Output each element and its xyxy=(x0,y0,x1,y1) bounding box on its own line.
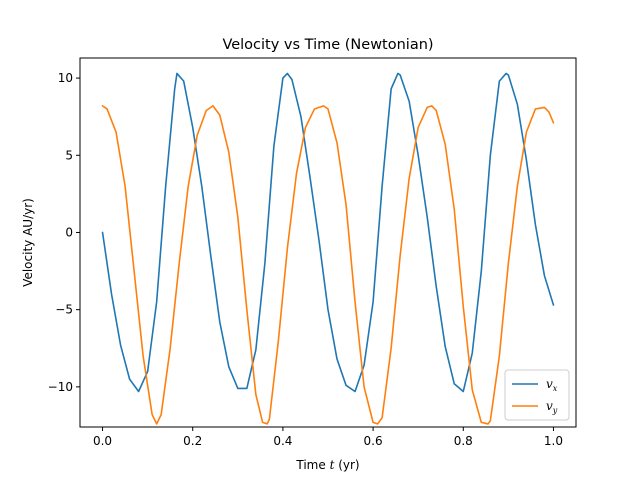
y-tick-label: 0 xyxy=(65,225,73,239)
y-tick-label: −10 xyxy=(48,380,73,394)
y-tick-label: 10 xyxy=(58,71,73,85)
y-tick-label: 5 xyxy=(65,148,73,162)
y-axis-label: Velocity AU/yr) xyxy=(21,198,35,287)
x-tick-label: 0.2 xyxy=(183,434,202,448)
series-line-vy xyxy=(101,105,555,425)
plot-frame xyxy=(79,57,577,428)
x-axis-label-variable: t xyxy=(330,458,335,472)
chart-title: Velocity vs Time (Newtonian) xyxy=(222,37,433,53)
legend-label-vx: vx xyxy=(546,377,558,393)
x-tick-label: 0.4 xyxy=(273,434,292,448)
x-tick-label: 1.0 xyxy=(544,434,563,448)
legend-label-subscript: y xyxy=(552,406,558,415)
legend-box xyxy=(504,369,570,421)
x-axis-label-suffix: (yr) xyxy=(334,458,359,472)
x-tick-label: 0.6 xyxy=(364,434,383,448)
x-tick-label: 0.8 xyxy=(454,434,473,448)
x-tick-label: 0.0 xyxy=(93,434,112,448)
legend-label-vy: vy xyxy=(546,399,558,415)
legend-label-variable: v xyxy=(546,377,553,391)
legend-label-variable: v xyxy=(546,399,553,413)
x-axis-label-prefix: Time xyxy=(295,458,329,472)
x-axis-ticks: 0.0 0.2 0.4 0.6 0.8 1.0 xyxy=(93,427,563,448)
y-axis-ticks: −10 −5 0 5 10 xyxy=(48,71,80,394)
legend-label-subscript: x xyxy=(553,384,558,393)
series-layer xyxy=(101,72,555,425)
x-axis-label: Time t (yr) xyxy=(295,458,359,472)
y-tick-label: −5 xyxy=(55,303,73,317)
series-line-vx xyxy=(101,72,555,393)
